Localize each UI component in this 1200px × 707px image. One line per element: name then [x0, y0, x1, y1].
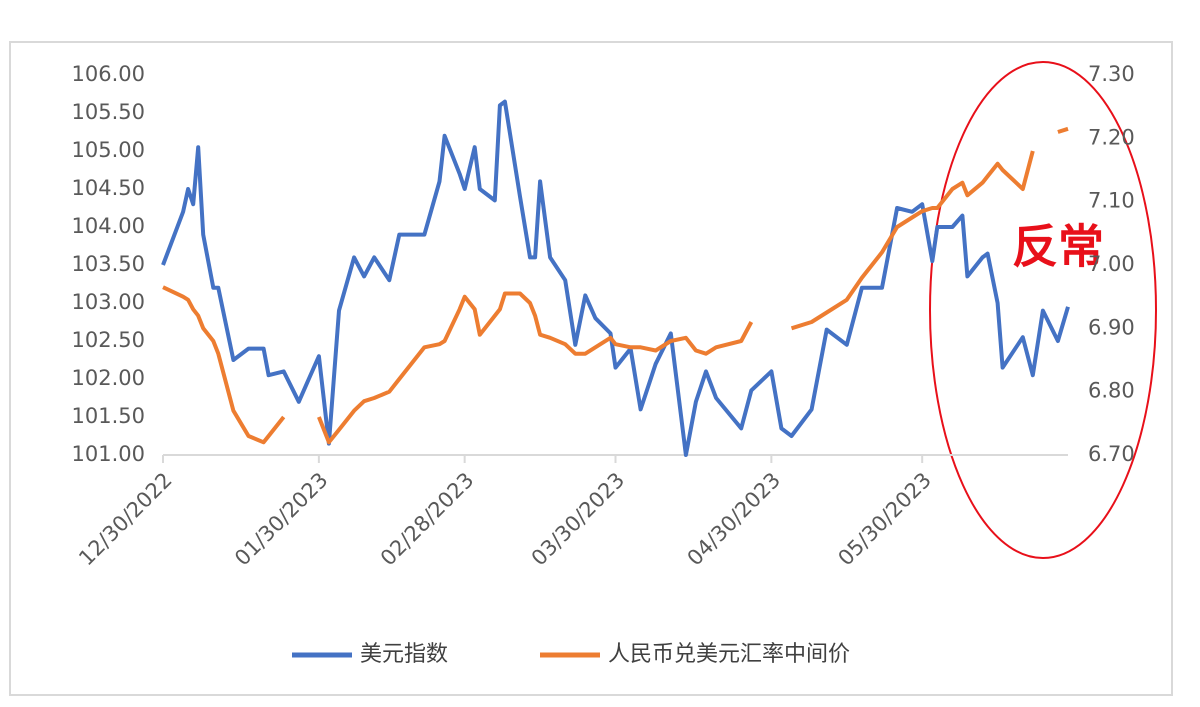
- y-tick-label: 101.50: [72, 404, 145, 428]
- x-tick-label: 04/30/2023: [683, 468, 786, 571]
- y-tick-label: 105.00: [72, 138, 145, 162]
- legend-text: 人民币兑美元汇率中间价: [608, 642, 850, 667]
- annotation: 反常: [1012, 220, 1104, 274]
- y2-tick-label: 7.10: [1088, 189, 1135, 213]
- y2-tick-label: 7.20: [1088, 125, 1135, 149]
- x-tick-label: 03/30/2023: [527, 468, 630, 571]
- x-tick-label: 02/28/2023: [376, 468, 479, 571]
- y-tick-label: 105.50: [72, 100, 145, 124]
- highlight-ellipse: [929, 61, 1157, 559]
- y-tick-label: 106.00: [72, 62, 145, 86]
- y2-tick-label: 6.80: [1088, 379, 1135, 403]
- y-tick-label: 103.00: [72, 290, 145, 314]
- y2-tick-label: 7.00: [1088, 252, 1135, 276]
- legend-text: 美元指数: [360, 642, 448, 667]
- y2-tick-label: 6.90: [1088, 315, 1135, 339]
- y-tick-label: 102.00: [72, 366, 145, 390]
- x-tick-label: 12/30/2022: [74, 468, 177, 571]
- y2-tick-label: 7.30: [1088, 62, 1135, 86]
- series-line: [161, 99, 1070, 457]
- y-tick-label: 102.50: [72, 328, 145, 352]
- series-line: [162, 126, 1069, 445]
- chart-border: [9, 41, 1173, 696]
- y-tick-label: 104.50: [72, 176, 145, 200]
- y2-tick-label: 6.70: [1088, 442, 1135, 466]
- x-tick-label: 01/30/2023: [230, 468, 333, 571]
- y-tick-label: 103.50: [72, 252, 145, 276]
- y-tick-label: 101.00: [72, 442, 145, 466]
- y-tick-label: 104.00: [72, 214, 145, 238]
- x-tick-label: 05/30/2023: [833, 468, 936, 571]
